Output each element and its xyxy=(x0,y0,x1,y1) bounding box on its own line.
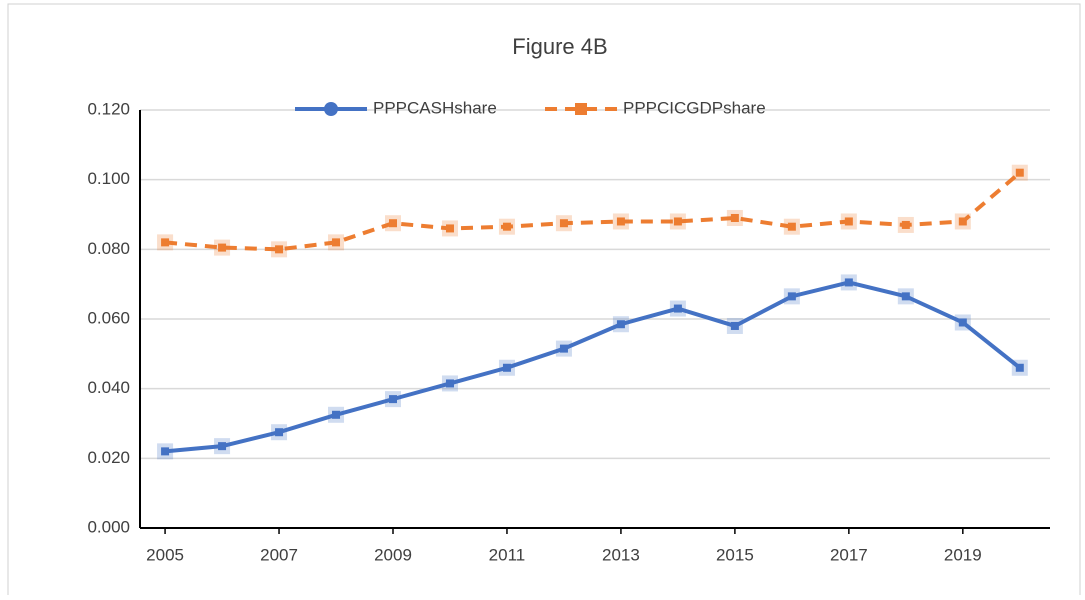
marker xyxy=(730,213,739,222)
x-tick-label: 2015 xyxy=(716,545,754,564)
marker xyxy=(388,395,397,404)
marker xyxy=(1015,168,1024,177)
marker xyxy=(616,320,625,329)
marker xyxy=(787,292,796,301)
legend-label: PPPCASHshare xyxy=(373,98,497,117)
marker xyxy=(787,222,796,231)
marker xyxy=(445,224,454,233)
marker xyxy=(901,292,910,301)
x-tick-label: 2005 xyxy=(146,545,184,564)
marker xyxy=(275,245,284,254)
x-tick-label: 2011 xyxy=(489,545,526,564)
x-tick-label: 2019 xyxy=(944,545,982,564)
marker xyxy=(559,219,568,228)
marker xyxy=(958,217,967,226)
marker xyxy=(332,410,341,419)
marker xyxy=(901,220,910,229)
legend-marker xyxy=(575,103,587,115)
y-tick-label: 0.120 xyxy=(87,99,130,118)
series-line xyxy=(164,280,1022,454)
marker xyxy=(730,321,739,330)
marker xyxy=(673,217,682,226)
marker xyxy=(616,217,625,226)
marker xyxy=(958,318,967,327)
x-tick-label: 2017 xyxy=(830,545,868,564)
marker xyxy=(502,222,511,231)
marker xyxy=(673,304,682,313)
y-tick-label: 0.080 xyxy=(87,239,130,258)
marker xyxy=(844,278,853,287)
legend-label: PPPCICGDPshare xyxy=(623,98,766,117)
x-tick-label: 2009 xyxy=(374,545,412,564)
marker xyxy=(1015,363,1024,372)
marker xyxy=(161,238,170,247)
marker xyxy=(445,379,454,388)
x-tick-label: 2013 xyxy=(602,545,640,564)
x-tick-label: 2007 xyxy=(260,545,298,564)
y-tick-label: 0.100 xyxy=(87,169,130,188)
legend-marker xyxy=(324,102,338,116)
marker xyxy=(332,238,341,247)
marker xyxy=(502,363,511,372)
chart-frame xyxy=(7,3,1081,600)
marker xyxy=(275,428,284,437)
marker xyxy=(844,217,853,226)
y-tick-label: 0.020 xyxy=(87,448,130,467)
marker xyxy=(218,243,227,252)
y-tick-label: 0.060 xyxy=(87,308,130,327)
marker xyxy=(161,447,170,456)
y-tick-label: 0.000 xyxy=(87,517,130,536)
y-tick-label: 0.040 xyxy=(87,378,130,397)
marker xyxy=(218,442,227,451)
chart-title: Figure 4B xyxy=(512,34,607,59)
marker xyxy=(388,219,397,228)
marker xyxy=(559,344,568,353)
series-line xyxy=(164,171,1022,252)
